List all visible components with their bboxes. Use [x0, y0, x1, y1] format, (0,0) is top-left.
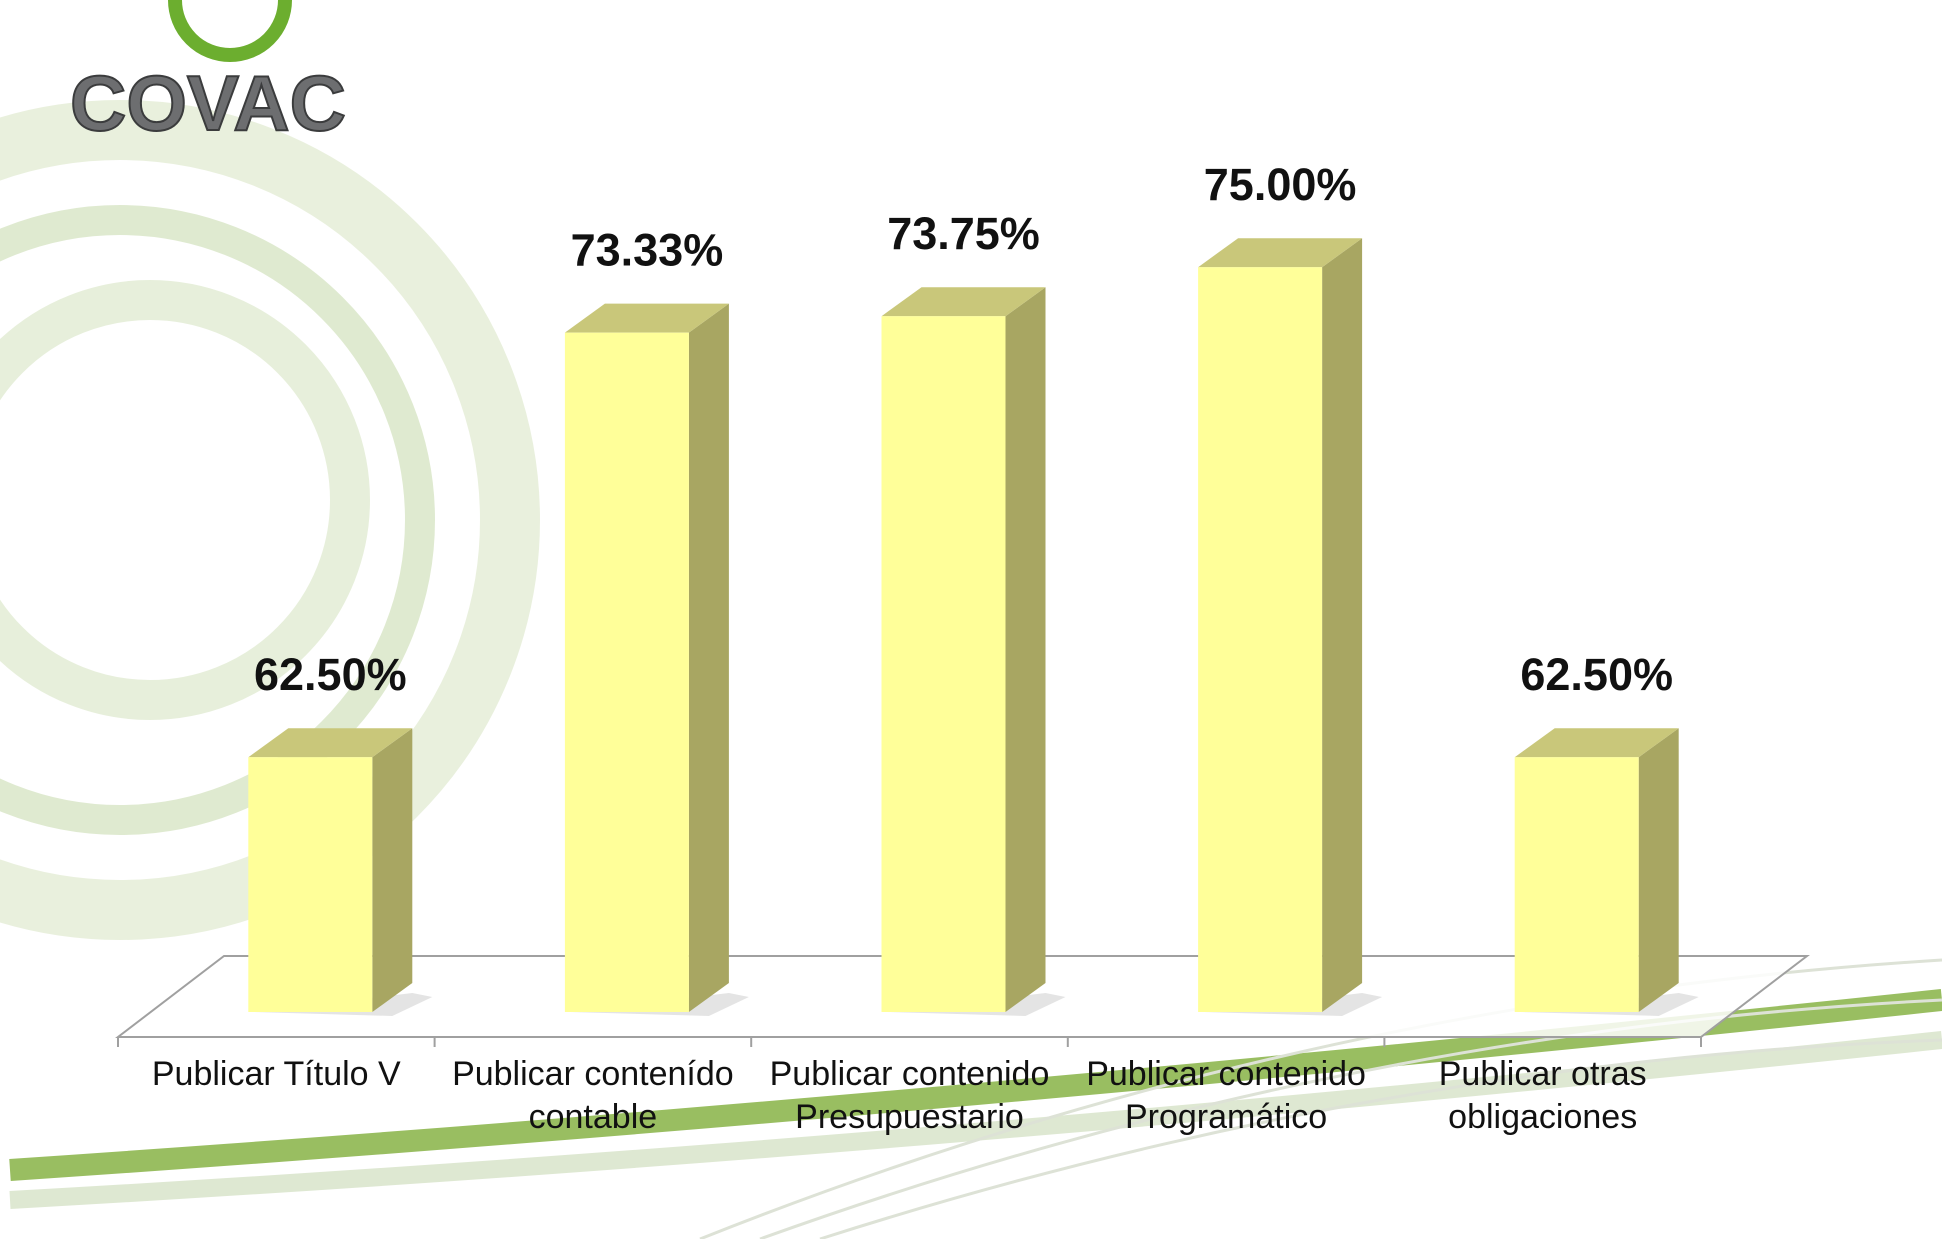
bar-side [1322, 238, 1363, 1012]
x-tick-label: Publicar contenído contable [452, 1055, 734, 1136]
bar-side [372, 728, 413, 1012]
bar-top [248, 728, 413, 758]
bar [1514, 757, 1639, 1012]
bar-top [564, 303, 729, 333]
bar [881, 316, 1006, 1012]
x-tick-label: Publicar otras obligaciones [1438, 1055, 1647, 1136]
value-label: 62.50% [1520, 649, 1673, 700]
x-tick-label: Publicar contenido Presupuestario [769, 1055, 1050, 1136]
bar [248, 757, 373, 1012]
bar-side [688, 303, 729, 1012]
logo-text: COVAC [70, 59, 346, 147]
bar-side [1638, 728, 1679, 1012]
value-label: 73.75% [887, 208, 1040, 259]
x-tick-label: Publicar contenido Programático [1086, 1055, 1366, 1136]
bar-top [1514, 728, 1679, 758]
bar [564, 332, 689, 1012]
x-tick-label: Publicar Título V [151, 1055, 401, 1093]
logo-ring [168, 0, 292, 62]
background-swirl [0, 100, 1942, 1239]
bar-top [1198, 238, 1363, 268]
bar-top [881, 287, 1046, 317]
value-label: 62.50% [254, 649, 407, 700]
bar-side [1005, 287, 1046, 1012]
bar [1198, 267, 1323, 1012]
value-label: 75.00% [1204, 159, 1357, 210]
value-label: 73.33% [571, 225, 724, 276]
